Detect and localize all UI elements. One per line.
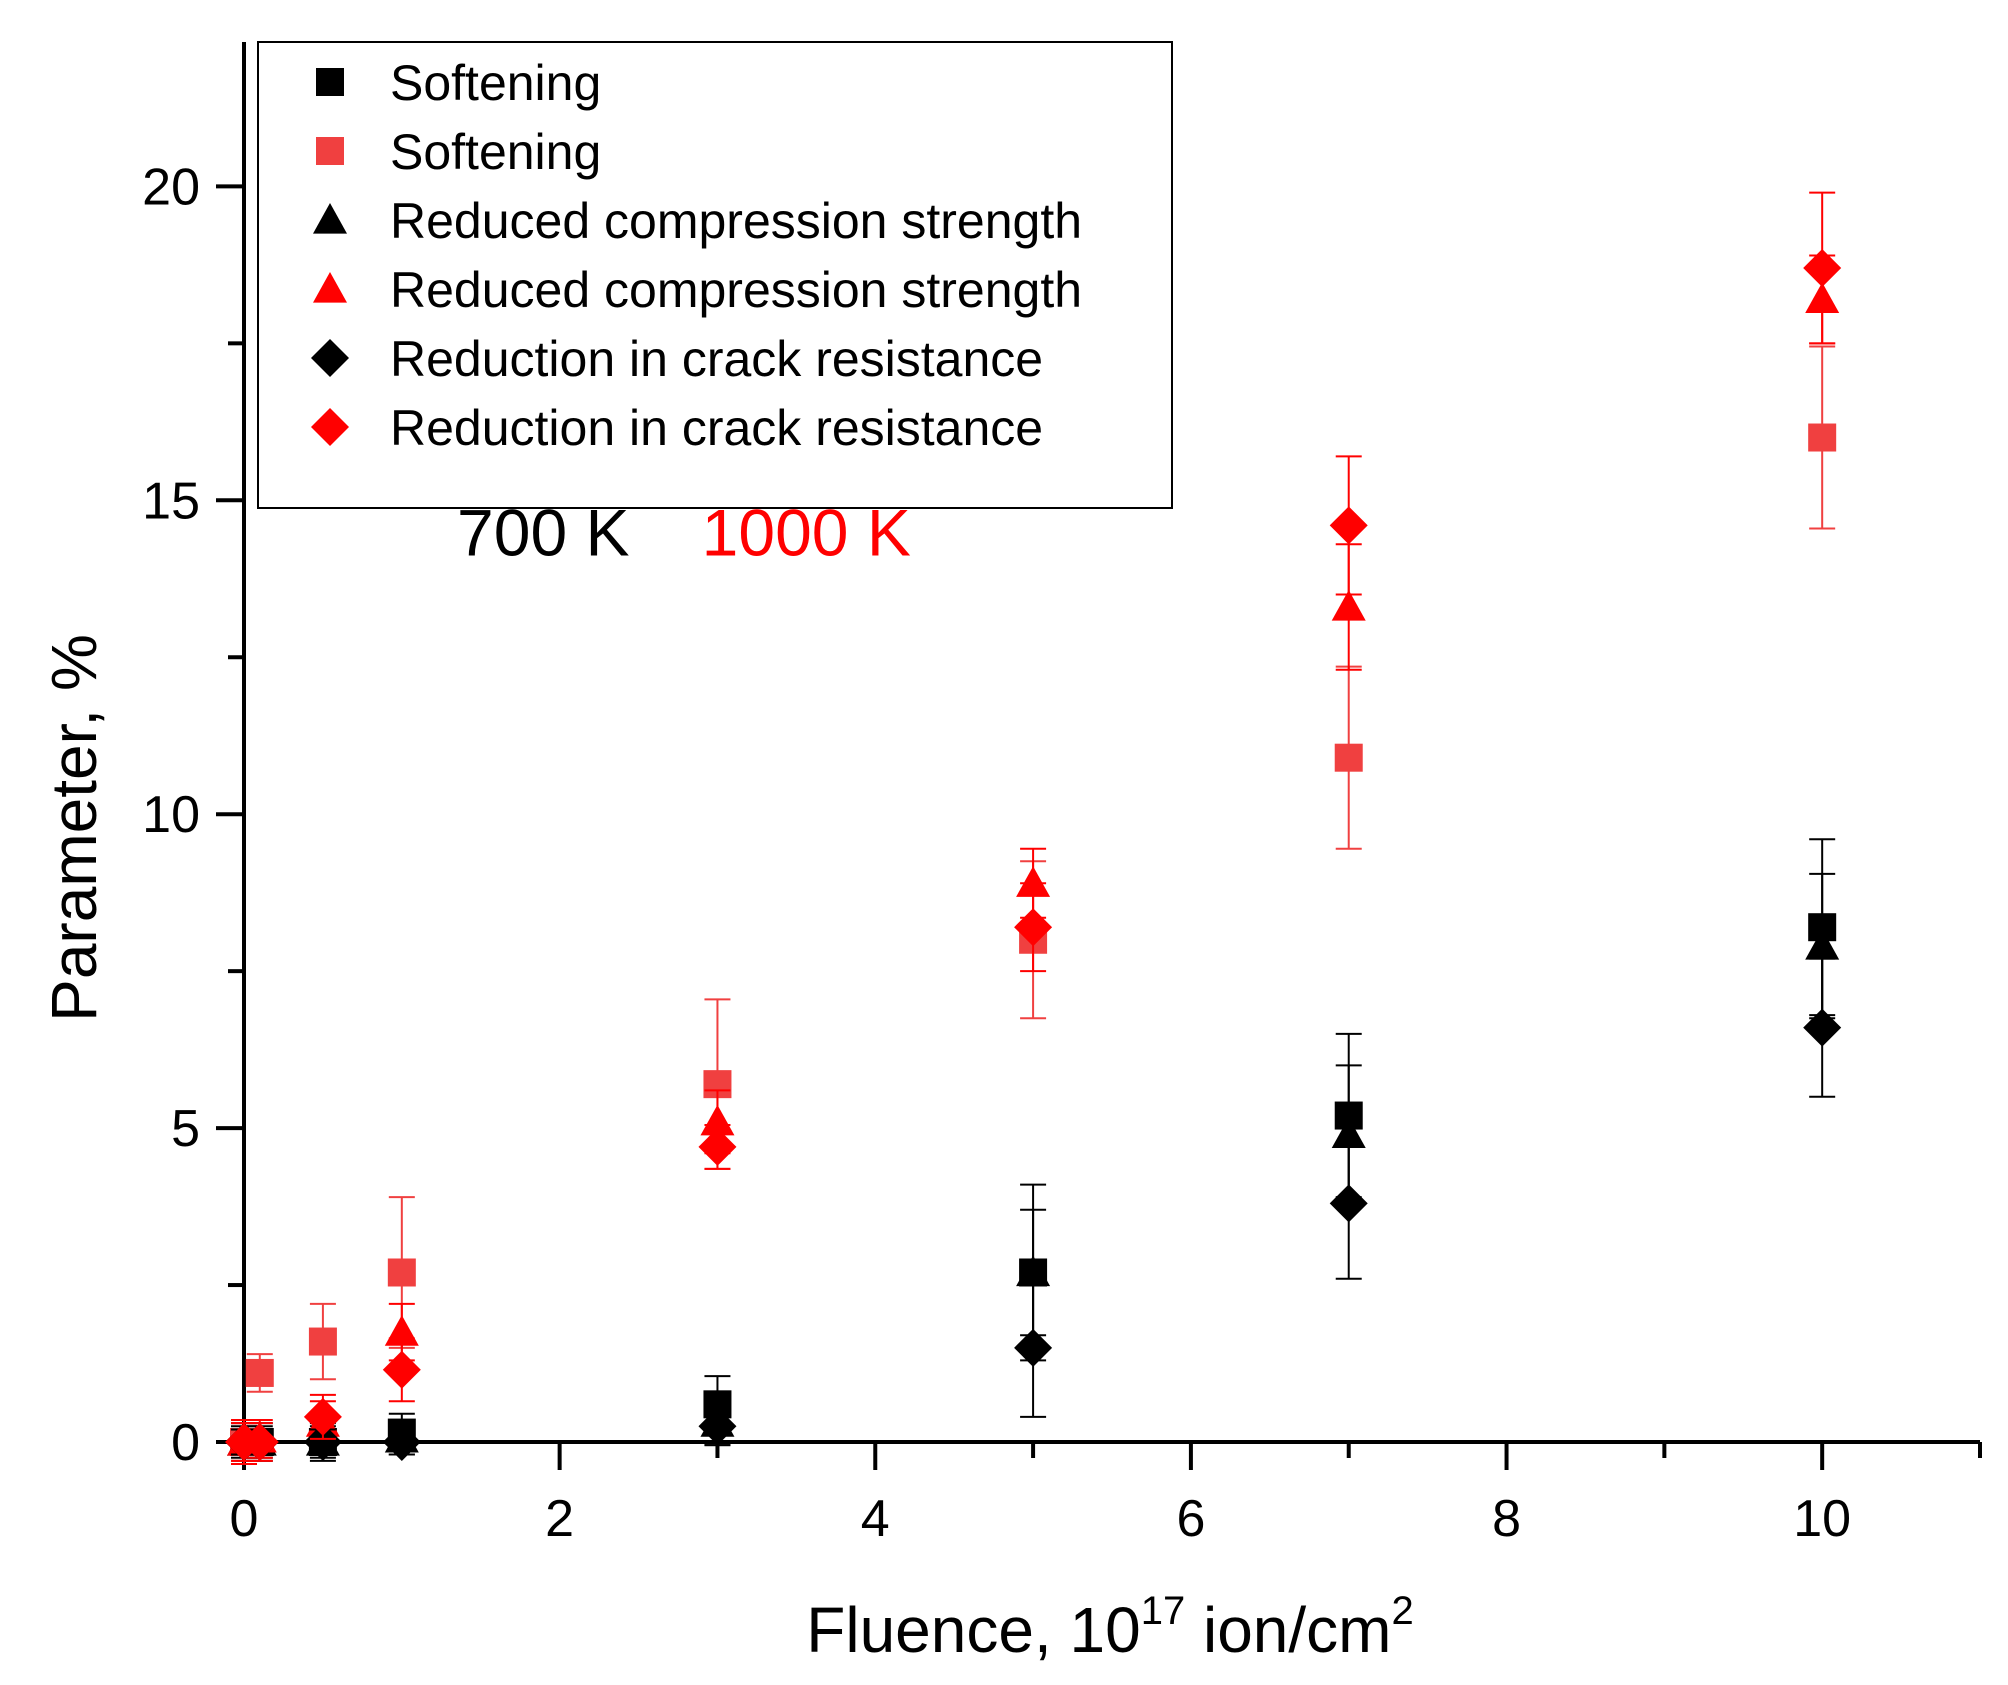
legend-label: Reduced compression strength: [390, 193, 1082, 249]
data-point: [245, 1358, 274, 1387]
data-point: [387, 1258, 416, 1287]
y-tick-label: 5: [171, 1100, 200, 1158]
y-tick-label: 15: [142, 472, 200, 530]
x-tick-label: 6: [1176, 1490, 1205, 1548]
data-point: [1329, 506, 1368, 545]
y-axis-label: Parameter, %: [38, 634, 110, 1022]
data-point: [1805, 929, 1840, 960]
data-point: [308, 1327, 337, 1356]
legend-marker: [313, 272, 347, 303]
legend-marker: [316, 137, 344, 165]
legend-marker: [313, 203, 347, 234]
legend-marker: [316, 68, 344, 96]
series-5: [225, 191, 1842, 1465]
x-axis-label-mid: ion/cm: [1185, 1594, 1391, 1666]
legend-box: [257, 41, 1173, 509]
data-point: [1803, 1008, 1842, 1047]
y-tick-label: 20: [142, 158, 200, 216]
data-point: [1329, 1184, 1368, 1223]
data-point: [382, 1423, 421, 1461]
legend-label: Reduced compression strength: [390, 262, 1082, 318]
data-point: [1014, 1328, 1053, 1367]
x-axis-label-base: Fluence, 10: [806, 1594, 1140, 1666]
legend-marker: [311, 339, 349, 377]
data-point: [303, 1397, 342, 1436]
data-point: [1014, 908, 1053, 947]
x-axis-label: Fluence, 1017 ion/cm2: [806, 1589, 1413, 1666]
x-tick-label: 0: [230, 1490, 259, 1548]
legend-label: Softening: [390, 55, 601, 111]
data-point: [1016, 866, 1051, 897]
x-tick-label: 4: [861, 1490, 890, 1548]
data-point: [1803, 249, 1842, 288]
x-tick-label: 2: [545, 1490, 574, 1548]
data-point: [1331, 590, 1366, 621]
data-point: [1808, 423, 1837, 452]
x-tick-label: 10: [1793, 1490, 1851, 1548]
data-point: [700, 1104, 735, 1136]
x-axis-label-sup: 17: [1141, 1589, 1186, 1633]
data-point: [240, 1423, 279, 1461]
data-point: [698, 1127, 737, 1166]
legend-label: Reduction in crack resistance: [390, 400, 1043, 456]
legend-label: Reduction in crack resistance: [390, 331, 1043, 387]
y-tick-label: 0: [171, 1414, 200, 1472]
y-tick-label: 10: [142, 786, 200, 844]
x-axis-label-sup2: 2: [1391, 1589, 1413, 1633]
data-point: [382, 1350, 421, 1389]
legend-marker: [311, 408, 349, 446]
legend-label: Softening: [390, 124, 601, 180]
x-tick-label: 8: [1492, 1490, 1521, 1548]
data-point: [1334, 743, 1363, 772]
data-point: [303, 1423, 342, 1461]
data-point: [698, 1407, 737, 1446]
